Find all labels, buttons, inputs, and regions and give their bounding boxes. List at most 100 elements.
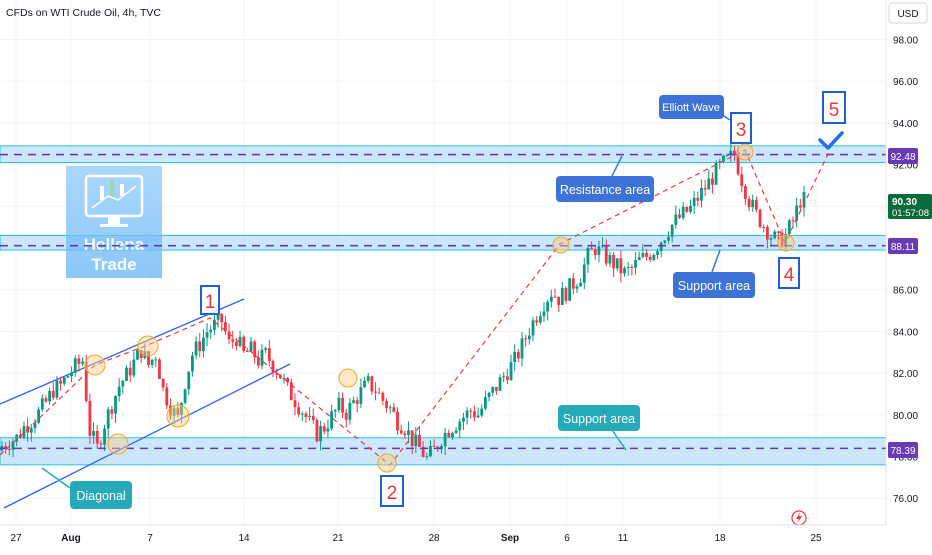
candle-body <box>355 400 359 404</box>
candle-body <box>513 351 517 363</box>
candle-body <box>370 376 374 392</box>
candle-body <box>319 426 323 442</box>
candle-body <box>238 336 242 347</box>
candle-body <box>29 428 33 433</box>
candle-body <box>615 258 619 269</box>
resistance-area-text: Resistance area <box>560 183 650 197</box>
candle-body <box>348 402 352 420</box>
candle-body <box>95 431 99 444</box>
wave-2-box[interactable]: 2 <box>380 475 404 507</box>
wave-5-box[interactable]: 5 <box>822 91 846 124</box>
candle-body <box>729 150 733 155</box>
candle-body <box>154 359 158 361</box>
candle-body <box>674 214 678 225</box>
wave-2-number: 2 <box>387 483 398 504</box>
wave-3-box[interactable]: 3 <box>730 112 752 144</box>
lightning-icon[interactable] <box>791 510 807 526</box>
price-axis[interactable]: 98.0096.0094.0092.0090.0088.0086.0084.00… <box>893 36 918 506</box>
candle-body <box>553 296 557 298</box>
candle-body <box>498 377 502 391</box>
pivot-markers <box>84 143 795 473</box>
candle-body <box>4 446 8 449</box>
candle-body <box>209 329 213 333</box>
diagonal-label[interactable]: Diagonal <box>41 467 132 509</box>
candle-body <box>520 338 524 359</box>
price-tick-label: 82.00 <box>893 369 918 380</box>
support-area-lower-label[interactable]: Support area <box>558 405 640 451</box>
price-tick-label: 92.00 <box>893 161 918 172</box>
badge-resistance-value: 92.48 <box>890 152 915 163</box>
wave-4-box[interactable]: 4 <box>778 257 800 289</box>
candle-body <box>612 254 615 269</box>
candle-body <box>176 408 180 415</box>
candle-body <box>271 361 275 373</box>
candle-body <box>55 380 59 398</box>
channel-upper-line[interactable] <box>0 298 245 405</box>
candle-body <box>608 254 612 264</box>
pivot-circle <box>166 404 190 428</box>
candle-body <box>425 456 429 458</box>
candle-body <box>106 409 110 429</box>
candle-body <box>366 376 370 381</box>
candle-body <box>304 413 308 418</box>
candle-body <box>172 408 176 416</box>
support-area-lower-text: Support area <box>563 412 635 426</box>
candle-body <box>619 258 623 274</box>
candle-body <box>696 197 700 201</box>
candle-body <box>623 268 626 274</box>
candle-body <box>337 397 341 411</box>
candle-body <box>516 351 520 359</box>
watermark-text-line2: Trade <box>91 255 136 274</box>
candle-body <box>341 397 344 413</box>
candle-body <box>469 410 473 412</box>
candle-body <box>747 198 751 208</box>
candle-body <box>300 413 304 415</box>
support-area-upper-text: Support area <box>678 279 750 293</box>
candle-body <box>795 205 799 221</box>
candle-body <box>542 311 546 317</box>
badge-resistance: 92.48 <box>888 148 918 164</box>
price-tick-label: 86.00 <box>893 286 918 297</box>
candle-body <box>103 428 106 445</box>
candle-body <box>51 390 55 398</box>
candle-body <box>260 349 264 366</box>
candle-body <box>191 355 194 372</box>
candle-body <box>418 434 421 447</box>
time-tick-label: 6 <box>564 533 570 544</box>
elliott-wave-label[interactable]: Elliott Wave <box>659 95 731 121</box>
support-area-upper-label[interactable]: Support area <box>673 249 755 298</box>
zone-band <box>0 437 887 466</box>
candle-body <box>84 361 88 401</box>
candle-body <box>11 441 15 450</box>
candle-body <box>667 236 670 241</box>
candle-body <box>33 422 37 429</box>
candle-body <box>689 205 692 212</box>
candle-body <box>568 278 572 301</box>
wave-1-box[interactable]: 1 <box>200 285 220 315</box>
candle-body <box>15 434 19 442</box>
candle-body <box>736 154 740 175</box>
candle-body <box>333 410 337 412</box>
currency-button[interactable]: USD <box>888 2 928 24</box>
candle-body <box>791 220 795 222</box>
channel-lower-line[interactable] <box>3 363 291 509</box>
candle-body <box>249 341 253 352</box>
resistance-area-label[interactable]: Resistance area <box>556 155 654 202</box>
wave-5-number: 5 <box>829 100 840 121</box>
time-axis[interactable]: 27 Aug 7 14 21 28 Sep 6 11 18 25 <box>10 533 822 544</box>
candle-body <box>560 287 564 305</box>
candle-body <box>582 264 586 283</box>
candle-body <box>194 341 198 356</box>
candle-body <box>125 367 128 381</box>
candle-body <box>744 186 747 199</box>
time-tick-label: 14 <box>238 533 250 544</box>
candle-body <box>77 358 81 364</box>
candle-body <box>161 378 165 388</box>
candle-body <box>505 376 509 381</box>
candle-body <box>502 376 506 378</box>
candle-body <box>527 335 531 340</box>
candle-body <box>645 253 648 257</box>
candle-body <box>447 432 451 438</box>
wave-1-number: 1 <box>205 292 216 313</box>
